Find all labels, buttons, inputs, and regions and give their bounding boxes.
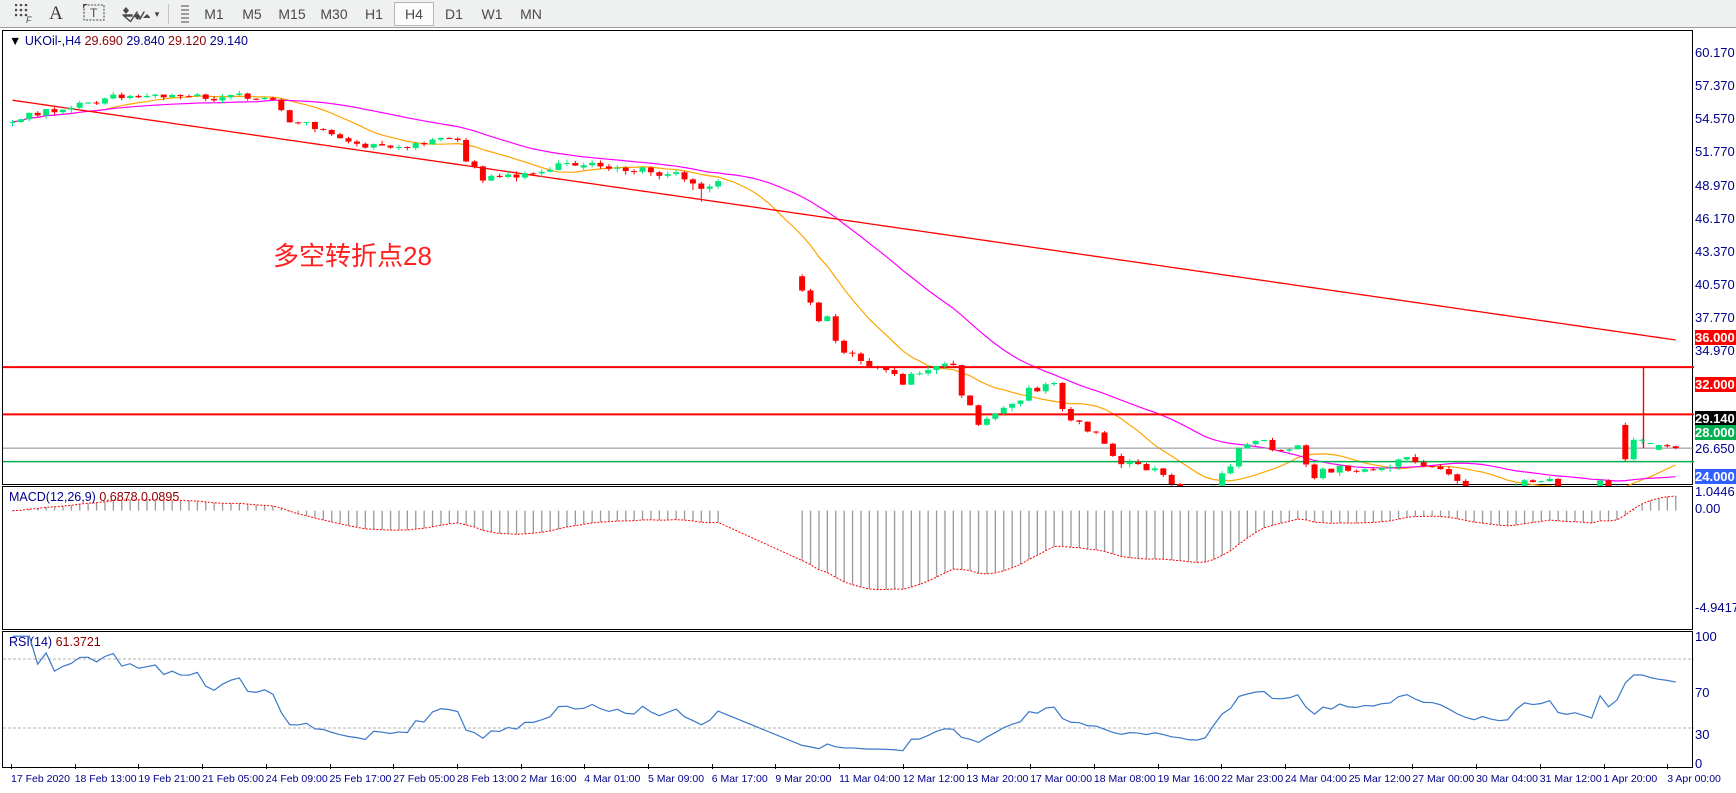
svg-text:T: T	[90, 6, 98, 20]
svg-text:F: F	[26, 15, 32, 24]
